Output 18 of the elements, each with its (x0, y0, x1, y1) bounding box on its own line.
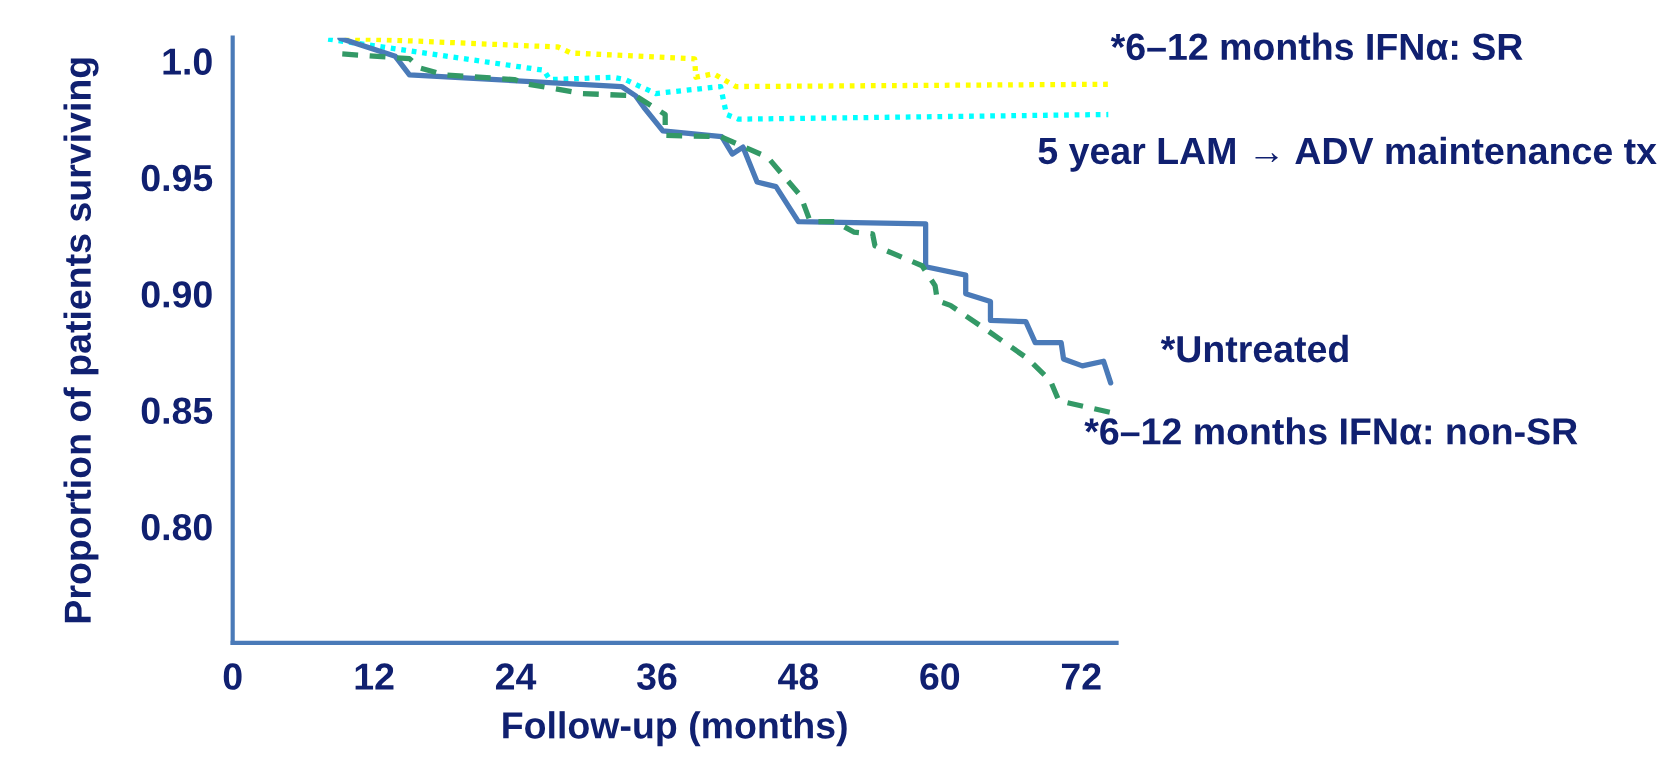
y-tick-label: 0.80 (141, 513, 212, 541)
x-tick-label: 48 (778, 663, 819, 690)
series-label: *Untreated (1160, 334, 1348, 363)
x-tick-label: 36 (636, 663, 677, 690)
series-label: 5 year LAM → ADV maintenance tx (1038, 136, 1657, 172)
y-tick-label: 0.90 (141, 281, 212, 308)
x-tick-label: 0 (223, 663, 242, 690)
series-label: *6–12 months IFNα: SR (1110, 32, 1523, 61)
y-tick-label: 0.85 (141, 397, 213, 425)
series-label: *6–12 months IFNα: non-SR (1084, 417, 1578, 445)
y-tick-label: 1.0 (163, 48, 212, 75)
x-tick-label: 72 (1061, 663, 1101, 690)
x-tick-label: 60 (920, 663, 960, 690)
x-tick-label: 24 (495, 663, 537, 690)
y-axis-title: Proportion of patients surviving (63, 58, 99, 623)
y-tick-label: 0.95 (141, 164, 213, 192)
x-axis-title: Follow-up (months) (503, 711, 847, 747)
x-tick-label: 12 (355, 663, 394, 690)
